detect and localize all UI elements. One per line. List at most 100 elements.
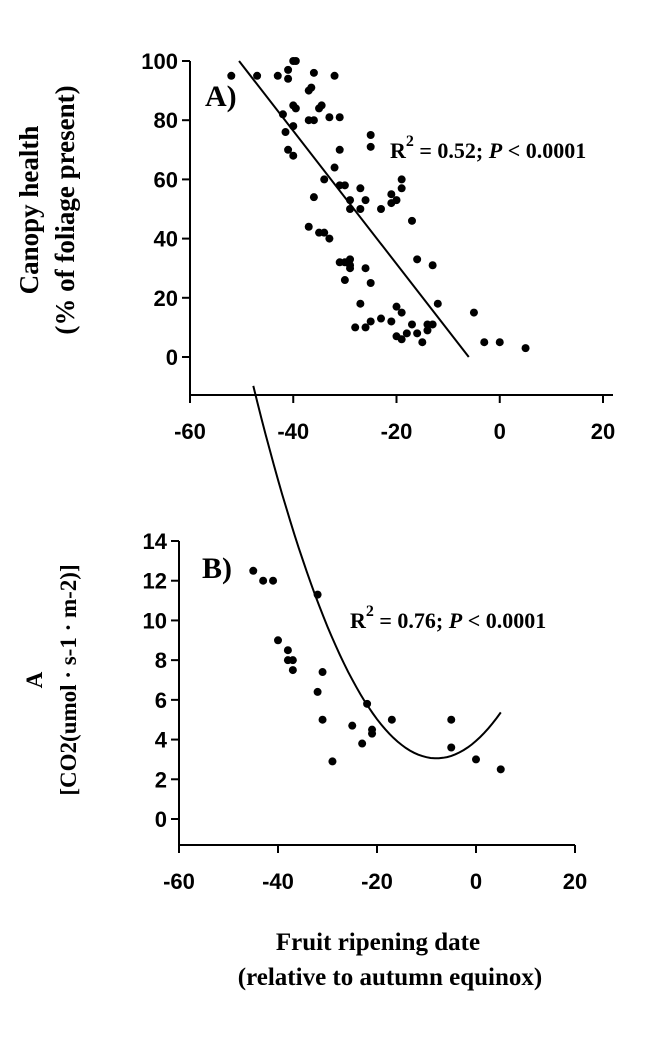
chart-a-y-tick-label: 20 (154, 286, 178, 311)
chart-a-data-point (413, 329, 422, 338)
chart-b-data-point (348, 721, 357, 730)
chart-a-data-point (387, 190, 396, 199)
chart-a-data-point (495, 338, 504, 347)
chart-a-data-point (366, 317, 375, 326)
chart-a-data-point (356, 184, 365, 193)
chart-b: 0 2 4 6 8 10 12 14 -60 -40 -20 0 20 B) R2 = 0.76; P… (22, 385, 587, 991)
chart-a-data-point (418, 338, 427, 347)
chart-a-y-tick-label: 40 (154, 227, 178, 252)
chart-a-data-point (366, 131, 375, 139)
chart-a-data-point (366, 142, 375, 151)
chart-b-data-point (447, 715, 456, 724)
chart-a-data-point (309, 193, 318, 202)
chart-a-y-tick-label: 60 (154, 167, 178, 192)
chart-b-data-point (472, 755, 480, 764)
chart-b-data-point (447, 743, 456, 752)
chart-a-x-ticks: -60 -40 -20 0 20 (174, 395, 615, 444)
chart-a-data-point (402, 329, 411, 338)
chart-a-data-point (325, 234, 334, 243)
chart-a-data-point (320, 228, 329, 237)
chart-a-x-tick-label: -20 (381, 419, 413, 444)
chart-a-data-point (397, 308, 406, 317)
chart-b-data-point (313, 687, 322, 696)
chart-b-data-point (283, 656, 292, 665)
chart-a-stat-annotation: R2 = 0.52; P < 0.0001 (390, 133, 586, 163)
chart-a-data-point (397, 184, 406, 193)
chart-a-data-point (340, 276, 349, 285)
chart-a-data-point (284, 74, 293, 83)
chart-b-x-tick-label: -40 (262, 869, 294, 894)
chart-a-data-point (340, 181, 349, 190)
chart-b-x-tick-label: -60 (163, 869, 195, 894)
chart-a-data-point (351, 323, 360, 332)
chart-a-data-point (377, 205, 386, 213)
chart-a-data-point (346, 255, 355, 264)
chart-a-data-point (397, 175, 406, 184)
chart-b-data-point (328, 757, 337, 766)
chart-b-data-point (249, 566, 258, 575)
chart-a-panel-label: A) (205, 80, 237, 113)
chart-a-y-tick-label: 100 (141, 49, 178, 74)
chart-a-y-tick-label: 80 (154, 108, 178, 133)
chart-a-data-point (392, 302, 401, 311)
chart-a-x-tick-label: 20 (591, 419, 615, 444)
chart-a-data-point (356, 299, 365, 308)
chart-a-data-point (433, 299, 442, 308)
chart-a-points (227, 57, 530, 353)
chart-b-ylabel-line2: [CO2(umol · s-1 · m-2)] (56, 564, 81, 795)
chart-a-data-point (366, 279, 375, 287)
chart-b-xlabel-line1: Fruit ripening date (276, 929, 480, 956)
chart-a-y-tick-label: 0 (166, 345, 178, 370)
chart-a-data-point (273, 71, 282, 80)
chart-a-data-point (377, 314, 386, 323)
chart-a-fit-line (238, 60, 470, 358)
chart-a-data-point (291, 57, 300, 65)
chart-a-data-point (281, 128, 290, 137)
chart-b-y-tick-label: 14 (143, 529, 168, 554)
chart-b-data-point (358, 739, 367, 748)
chart-a-data-point (315, 104, 324, 113)
chart-a-data-point (309, 68, 318, 77)
chart-a-data-point (361, 323, 370, 332)
chart-b-x-ticks: -60 -40 -20 0 20 (163, 845, 587, 894)
chart-b-data-point (368, 729, 377, 738)
chart-a-data-point (407, 320, 416, 329)
chart-a-data-point (307, 83, 316, 92)
chart-b-data-point (387, 715, 396, 724)
chart-a: 0 20 40 60 80 100 -60 -40 -20 0 20 A) R2 = 0.52; … (14, 49, 615, 444)
chart-a-x-tick-label: -60 (174, 419, 206, 444)
chart-a-data-point (330, 163, 339, 172)
chart-a-data-point (428, 320, 437, 329)
chart-a-data-point (392, 196, 401, 205)
chart-a-data-point (428, 261, 437, 270)
chart-b-stat-annotation: R2 = 0.76; P < 0.0001 (350, 603, 546, 633)
chart-a-data-point (469, 308, 478, 317)
chart-a-data-point (309, 116, 318, 125)
chart-b-x-tick-label: 20 (563, 869, 587, 894)
chart-b-data-point (496, 765, 505, 774)
chart-b-y-tick-label: 10 (143, 608, 167, 633)
chart-a-data-point (291, 104, 300, 113)
chart-b-y-tick-label: 4 (155, 728, 168, 753)
chart-a-data-point (356, 205, 365, 213)
chart-b-fit-curve (252, 385, 502, 760)
chart-a-data-point (397, 335, 406, 344)
chart-b-y-tick-label: 8 (155, 648, 167, 673)
chart-a-data-point (335, 145, 344, 154)
chart-b-y-tick-label: 2 (155, 767, 167, 792)
chart-b-y-ticks: 0 2 4 6 8 10 12 14 (143, 529, 179, 832)
chart-b-data-point (318, 668, 327, 677)
chart-a-data-point (346, 264, 355, 273)
chart-b-ylabel-line1: A (22, 671, 47, 688)
chart-a-data-point (335, 113, 344, 122)
chart-a-data-point (361, 264, 370, 273)
chart-a-ylabel-line1: Canopy health (14, 126, 44, 295)
chart-a-data-point (521, 344, 530, 353)
chart-a-data-point (423, 326, 432, 335)
chart-a-x-tick-label: -40 (277, 419, 309, 444)
chart-a-data-point (413, 255, 422, 264)
chart-b-y-tick-label: 0 (155, 807, 167, 832)
chart-a-data-point (325, 113, 334, 122)
